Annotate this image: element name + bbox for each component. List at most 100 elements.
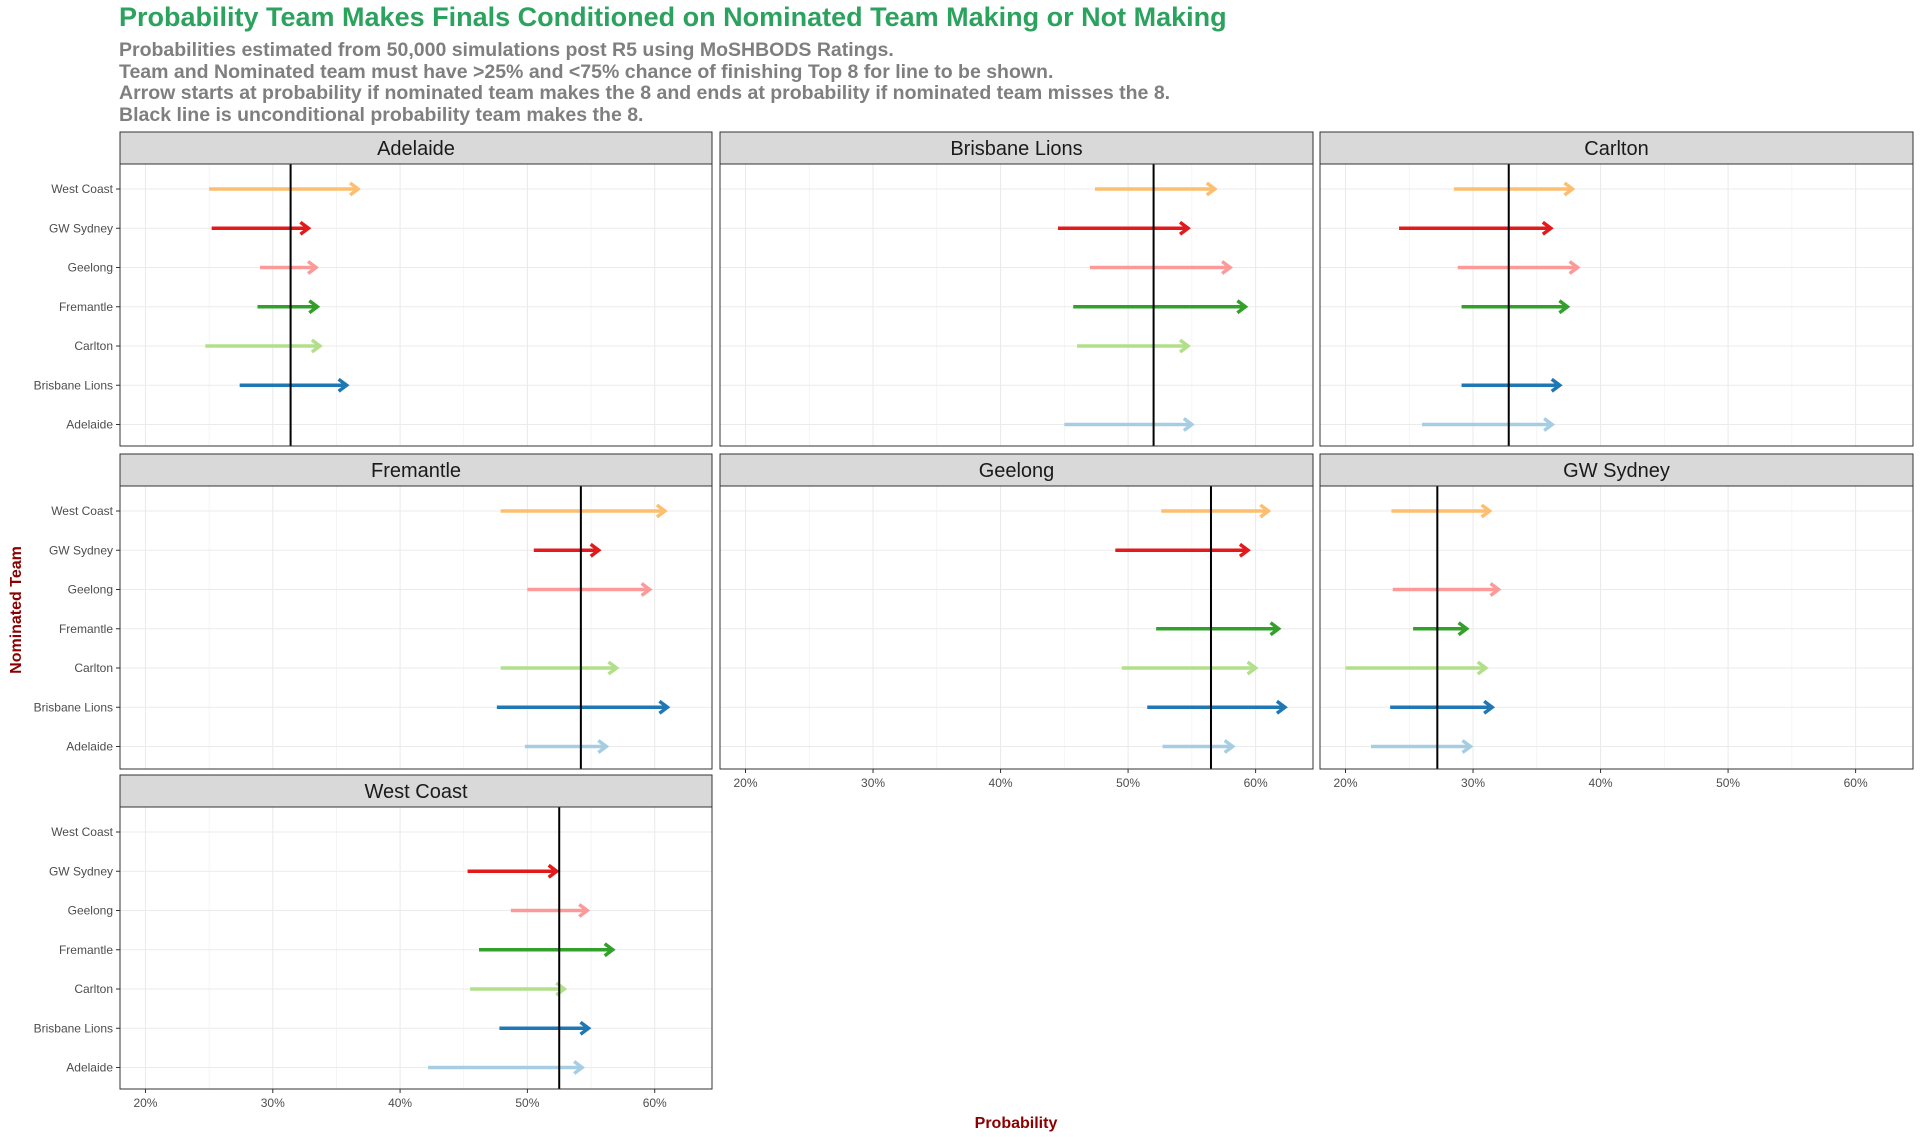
panel-border	[719, 485, 1314, 770]
arrow-head	[1563, 181, 1576, 197]
arrow-head	[547, 863, 560, 879]
x-tick-label: 60%	[643, 1096, 667, 1110]
arrow-head	[1205, 181, 1218, 197]
facet-strip	[1319, 453, 1914, 487]
y-axis-title: Nominated Team	[8, 546, 25, 674]
facet-strip	[719, 453, 1314, 487]
arrow-head	[603, 942, 616, 958]
arrow-head	[1178, 220, 1191, 236]
panel-border	[1319, 485, 1914, 770]
chart-title: Probability Team Makes Finals Conditione…	[119, 2, 1227, 32]
facet-panel: West Coast West Coast GW Sydney Geelong Frem…	[34, 774, 713, 1110]
panel-border	[119, 485, 713, 770]
y-tick-label: Geelong	[68, 904, 113, 918]
x-tick-label: 40%	[388, 1096, 412, 1110]
facet-panel: Adelaide West Coast GW Sydney Geelong Freman…	[34, 131, 713, 447]
arrow-head	[597, 739, 610, 754]
facet-strip	[719, 131, 1314, 165]
facet-strip	[1319, 131, 1914, 165]
y-tick-label: West Coast	[51, 182, 113, 196]
y-tick-label: Carlton	[74, 982, 113, 996]
arrow-head	[573, 1060, 586, 1075]
x-tick-label: 50%	[1116, 776, 1140, 790]
arrow-head	[310, 338, 323, 354]
facet-panel: Brisbane Lions	[719, 131, 1314, 447]
y-tick-label: Brisbane Lions	[34, 1021, 113, 1035]
panel-border	[1319, 163, 1914, 447]
facet-title: Brisbane Lions	[950, 138, 1082, 160]
arrow-head	[307, 260, 319, 275]
arrow-head	[349, 181, 361, 197]
panel-background	[120, 807, 712, 1089]
arrow-head	[1223, 739, 1236, 754]
arrow-head	[1568, 260, 1581, 275]
facet-panel: Carlton	[1319, 131, 1914, 447]
y-tick-label: GW Sydney	[49, 543, 113, 557]
x-tick-label: 60%	[1244, 776, 1268, 790]
arrow-head	[655, 503, 668, 519]
arrow-head	[579, 1020, 592, 1036]
panel-background	[120, 164, 712, 446]
arrow-head	[1178, 338, 1191, 354]
x-tick-label: 50%	[1716, 776, 1740, 790]
y-tick-label: Geelong	[68, 583, 113, 597]
x-tick-label: 20%	[1333, 776, 1357, 790]
arrow-head	[1236, 299, 1249, 315]
facet-panel: Fremantle West Coast GW Sydney Geelong Frema…	[34, 453, 713, 770]
x-tick-label: 30%	[861, 776, 885, 790]
arrow-head	[1541, 220, 1554, 236]
y-tick-label: Adelaide	[66, 740, 113, 754]
x-axis-title: Probability	[975, 1115, 1058, 1132]
arrow-head	[1182, 417, 1195, 432]
subtitle-line: Arrow starts at probability if nominated…	[119, 82, 1171, 104]
arrow-head	[1221, 260, 1234, 275]
facet-strip	[119, 774, 713, 808]
arrow-head	[1480, 503, 1493, 519]
facet-title: Carlton	[1584, 138, 1648, 160]
arrow-head	[640, 582, 653, 597]
facet-panel: Geelong 20% 30% 40% 50% 60%	[719, 453, 1314, 790]
facet-title: West Coast	[365, 781, 468, 803]
y-tick-label: Fremantle	[59, 943, 113, 957]
arrow-head	[1461, 739, 1474, 754]
arrow-head	[308, 299, 321, 315]
arrow-head	[299, 220, 312, 236]
panel-border	[719, 163, 1314, 447]
x-tick-label: 30%	[261, 1096, 285, 1110]
arrow-head	[1483, 699, 1496, 715]
y-tick-label: West Coast	[51, 504, 113, 518]
y-tick-label: Brisbane Lions	[34, 700, 113, 714]
arrow-head	[1238, 542, 1251, 558]
panel-background	[120, 486, 712, 769]
panel-background	[1320, 164, 1913, 446]
arrow-head	[1259, 503, 1272, 519]
subtitle-line: Black line is unconditional probability …	[119, 103, 644, 126]
arrow-head	[1275, 699, 1288, 715]
facet-title: Adelaide	[377, 138, 455, 160]
arrow-head	[1457, 621, 1470, 637]
arrow-head	[337, 377, 350, 393]
panel-border	[119, 163, 713, 447]
y-tick-label: Fremantle	[59, 622, 113, 636]
subtitle-line: Team and Nominated team must have >25% a…	[119, 60, 1054, 83]
facet-title: Fremantle	[371, 460, 461, 482]
arrow-head	[1476, 660, 1489, 676]
y-tick-label: Carlton	[74, 339, 113, 353]
arrow-head	[1489, 582, 1502, 597]
y-tick-label: Fremantle	[59, 300, 113, 314]
subtitle-line: Probabilities estimated from 50,000 simu…	[119, 39, 894, 61]
y-tick-label: Adelaide	[66, 1061, 113, 1075]
x-tick-label: 20%	[733, 776, 757, 790]
facet-panel: GW Sydney 20% 30% 40% 50% 60%	[1319, 453, 1914, 790]
chart-subtitle: Probabilities estimated from 50,000 simu…	[119, 39, 1171, 126]
y-tick-label: Brisbane Lions	[34, 378, 113, 392]
x-tick-label: 40%	[1589, 776, 1613, 790]
panel-border	[119, 806, 713, 1090]
facet-title: Geelong	[979, 460, 1055, 482]
x-tick-label: 60%	[1844, 776, 1868, 790]
y-tick-label: GW Sydney	[49, 221, 113, 235]
arrow-head	[1269, 621, 1282, 637]
y-tick-label: Geelong	[68, 261, 113, 275]
arrow-head	[607, 660, 620, 676]
